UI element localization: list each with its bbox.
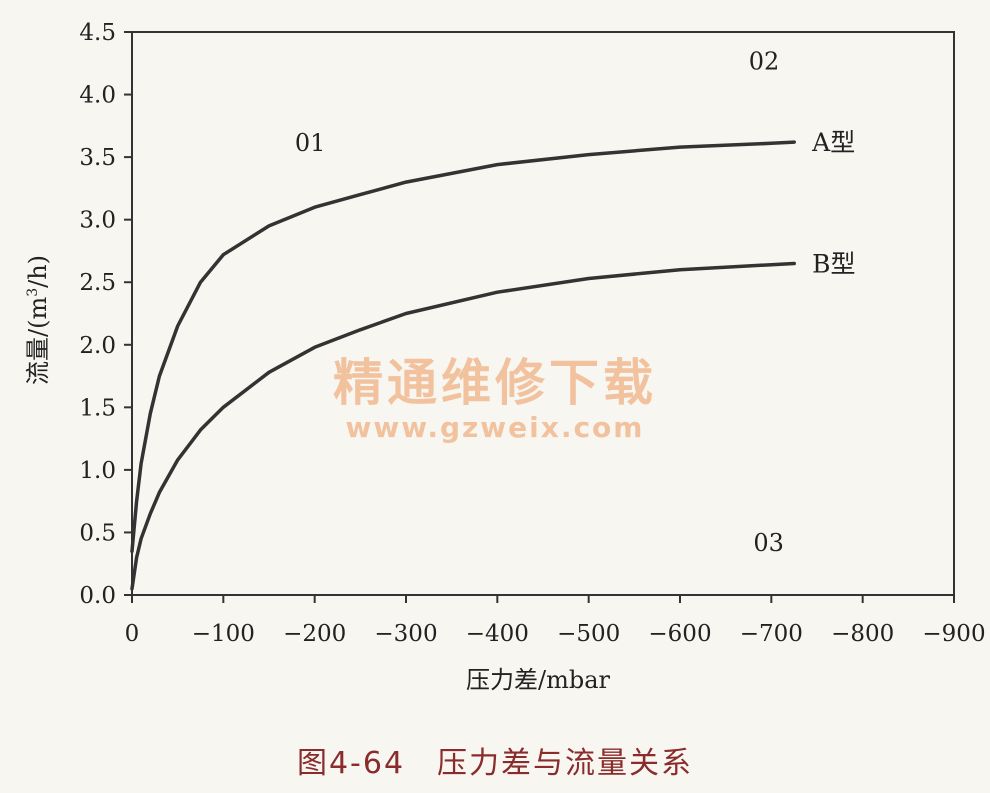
series-label: B型 (812, 249, 855, 278)
y-tick-label: 2.5 (79, 270, 116, 296)
y-tick-label: 1.5 (79, 395, 116, 421)
series-labels: A型 B型 (811, 128, 855, 278)
series-lines (130, 140, 796, 591)
y-tick-label: 1.0 (79, 458, 116, 484)
y-tick-label: 3.0 (79, 208, 116, 234)
x-axis-ticks: 0 −100 −200 −300 −400 −500 −600 −700 −800 −900 (125, 595, 986, 647)
x-tick-label: −800 (831, 621, 894, 647)
y-tick-label: 0.5 (79, 520, 116, 546)
region-label: 02 (749, 48, 780, 76)
x-axis-label: 压力差/mbar (466, 666, 611, 694)
y-tick-label: 3.5 (79, 145, 116, 171)
x-tick-label: −900 (922, 621, 985, 647)
x-tick-label: −700 (740, 621, 803, 647)
y-tick-label: 2.0 (79, 333, 116, 359)
y-tick-label: 0.0 (79, 583, 116, 609)
x-tick-label: −600 (648, 621, 711, 647)
plot-frame (131, 31, 955, 596)
y-axis-ticks: 0.0 0.5 1.0 1.5 2.0 2.5 3.0 3.5 4.0 4.5 (79, 20, 132, 609)
y-tick-label: 4.0 (79, 83, 116, 109)
y-tick-label: 4.5 (79, 20, 116, 46)
chart-svg: 0 −100 −200 −300 −400 −500 −600 −700 −800 −900 0.… (79, 20, 986, 694)
region-label: 03 (753, 529, 784, 557)
region-annotations: 01 02 03 (295, 48, 784, 558)
x-tick-label: −100 (192, 621, 255, 647)
x-tick-label: 0 (125, 621, 140, 647)
x-tick-label: −400 (466, 621, 529, 647)
series-label: A型 (811, 128, 855, 157)
x-tick-label: −300 (374, 621, 437, 647)
series-line-a (130, 140, 796, 553)
figure-caption: 图4-64 压力差与流量关系 (296, 746, 694, 781)
series-line-b (130, 261, 796, 591)
x-tick-label: −500 (557, 621, 620, 647)
x-tick-label: −200 (283, 621, 346, 647)
y-axis-label: 流量/(m3/h) (24, 254, 52, 385)
region-label: 01 (295, 129, 326, 157)
